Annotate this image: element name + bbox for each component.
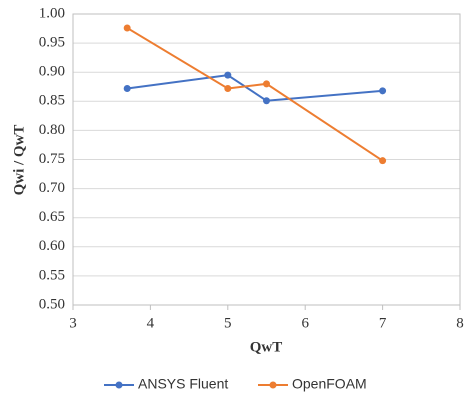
y-tick-label: 0.85 [39, 93, 65, 109]
y-tick-label: 0.65 [39, 209, 65, 225]
y-tick-label: 0.75 [39, 151, 65, 167]
y-tick-label: 0.90 [39, 64, 65, 80]
x-tick-label: 6 [301, 315, 309, 331]
data-point [123, 24, 131, 32]
legend-label: ANSYS Fluent [138, 376, 228, 392]
y-tick-label: 0.60 [39, 238, 65, 254]
data-point [224, 84, 232, 92]
x-tick-label: 7 [379, 315, 387, 331]
data-point [263, 80, 270, 88]
y-tick-label: 0.95 [39, 35, 65, 51]
legend-marker [269, 381, 277, 389]
y-tick-label: 0.55 [39, 267, 65, 283]
y-tick-label: 1.00 [39, 5, 65, 21]
y-axis-label: Qwi / QwT [11, 125, 27, 196]
data-point [379, 157, 387, 165]
x-axis-label: QwT [250, 339, 283, 355]
data-point [379, 87, 387, 95]
data-point [224, 71, 232, 79]
legend-marker [115, 381, 123, 389]
y-tick-label: 0.70 [39, 180, 65, 196]
series-line [127, 74, 383, 102]
legend-label: OpenFOAM [292, 376, 367, 392]
data-point [263, 97, 270, 105]
x-tick-label: 3 [69, 315, 77, 331]
y-tick-label: 0.80 [39, 122, 65, 138]
x-tick-label: 4 [147, 315, 155, 331]
data-point [123, 84, 131, 92]
plot-frame [72, 13, 461, 306]
series-line [126, 27, 384, 162]
x-tick-label: 5 [224, 315, 232, 331]
y-tick-label: 0.50 [39, 296, 65, 312]
x-tick-label: 8 [456, 315, 464, 331]
